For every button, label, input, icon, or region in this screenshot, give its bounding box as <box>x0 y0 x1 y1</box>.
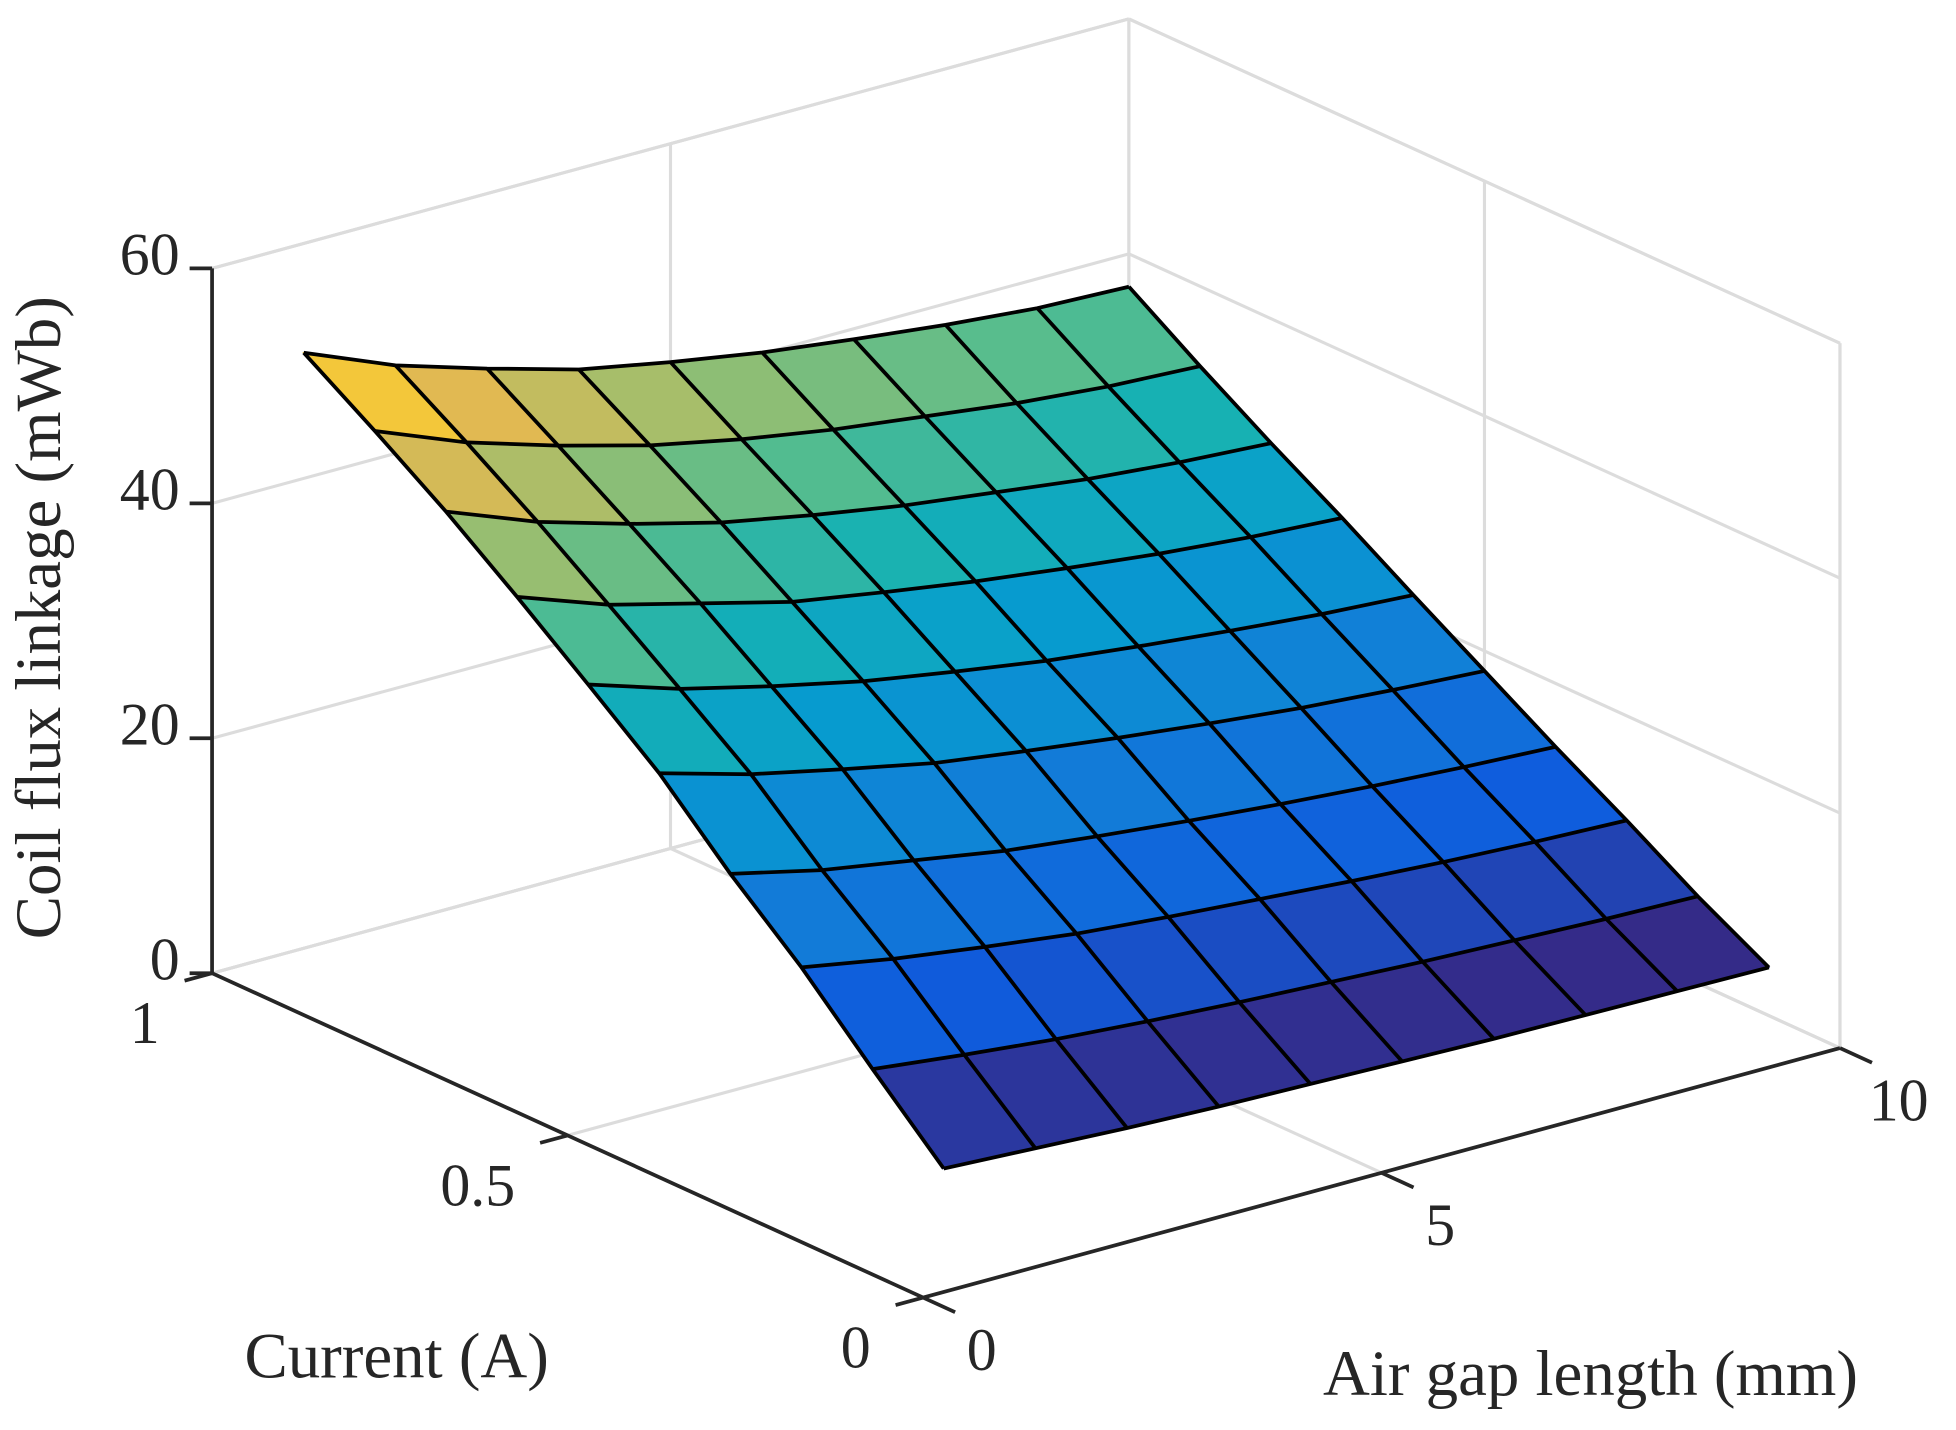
mesh-line <box>302 351 946 1170</box>
y-tick <box>184 971 213 983</box>
mesh-line <box>872 894 1699 1071</box>
mesh-line <box>760 351 1404 1063</box>
x-tick <box>922 1295 956 1314</box>
mesh-line <box>944 323 1587 1017</box>
y-tick-label: 1 <box>130 990 160 1056</box>
z-axis-label: Coil flux linkage (mWb) <box>3 296 75 939</box>
mesh-line <box>485 367 1129 1130</box>
z-tick-label: 60 <box>120 222 180 288</box>
y-axis <box>211 971 924 1300</box>
mesh-line <box>394 364 1037 1150</box>
mesh-line <box>730 745 1556 876</box>
mesh-line <box>588 593 1414 691</box>
y-axis-label: Current (A) <box>244 1320 548 1392</box>
mesh-line <box>374 364 1201 448</box>
y-tick <box>539 1133 569 1145</box>
mesh-line <box>303 284 1130 372</box>
mesh-line <box>1035 306 1679 993</box>
x-axis <box>922 1046 1841 1300</box>
y-tick-label: 0 <box>841 1314 871 1380</box>
z-tick-label: 40 <box>120 457 180 523</box>
mesh-line <box>852 338 1496 1041</box>
y-tick-label: 0.5 <box>440 1152 515 1218</box>
mesh-line <box>445 441 1272 526</box>
mesh-line <box>1127 285 1771 969</box>
x-tick-label: 5 <box>1425 1192 1455 1258</box>
mesh-line <box>577 368 1221 1108</box>
y-tick <box>895 1295 924 1307</box>
x-tick <box>1839 1046 1873 1065</box>
mesh-line <box>801 818 1628 970</box>
x-tick-label: 0 <box>967 1317 997 1383</box>
mesh-line <box>516 516 1343 607</box>
x-tick-label: 10 <box>1869 1067 1929 1133</box>
x-tick <box>1380 1171 1415 1190</box>
mesh-line <box>659 669 1485 777</box>
x-axis-label: Air gap length (mm) <box>1323 1338 1858 1410</box>
mesh-line <box>669 360 1312 1086</box>
z-tick-label: 0 <box>150 926 180 992</box>
surface <box>302 284 1771 1171</box>
z-tick-label: 20 <box>120 692 180 758</box>
mesh-line <box>943 965 1770 1171</box>
